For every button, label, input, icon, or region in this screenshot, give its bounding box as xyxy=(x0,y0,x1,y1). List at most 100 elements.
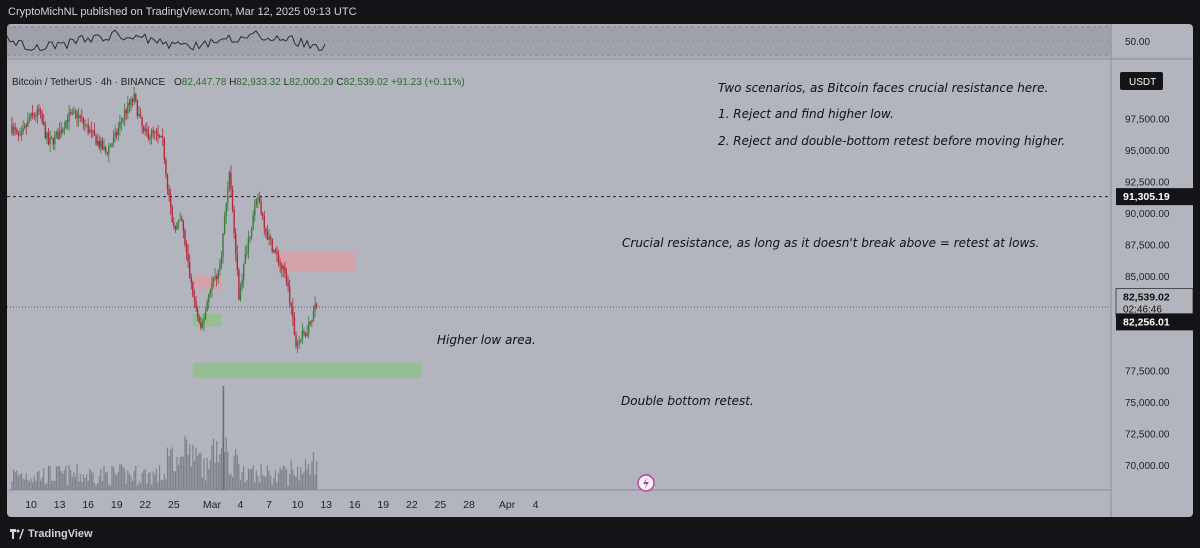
candle-body xyxy=(292,306,294,319)
legend-symbol: Bitcoin / TetherUS · 4h · BINANCE xyxy=(12,77,166,88)
volume-bar xyxy=(282,465,284,490)
volume-bar xyxy=(287,485,289,490)
volume-bar xyxy=(24,479,26,490)
volume-bar xyxy=(12,469,15,490)
volume-bar xyxy=(30,478,32,490)
volume-bar xyxy=(212,438,215,490)
resistance-note: Crucial resistance, as long as it doesn'… xyxy=(622,236,1039,250)
volume-bar xyxy=(143,470,145,490)
volume-bar xyxy=(230,473,232,490)
candle-body xyxy=(150,130,153,137)
candle-body xyxy=(303,331,305,333)
volume-bar xyxy=(52,480,54,490)
legend-c-label: C xyxy=(336,77,343,88)
candle-body xyxy=(123,109,126,119)
volume-bar xyxy=(195,447,197,490)
candle-body xyxy=(182,221,185,231)
volume-bar xyxy=(217,462,219,490)
volume-bar xyxy=(247,468,250,490)
candle-body xyxy=(239,288,242,300)
candle-body xyxy=(160,135,162,138)
volume-bar xyxy=(165,479,167,490)
candle-body xyxy=(258,197,261,203)
candle-body xyxy=(235,233,237,254)
candle-body xyxy=(163,137,166,160)
volume-bar xyxy=(181,455,183,490)
oscillator-level-label: 50.00 xyxy=(1125,37,1150,48)
candlestick-chart[interactable]: Bitcoin / TetherUS · 4h · BINANCE O82,44… xyxy=(7,24,1193,517)
candle-body xyxy=(181,218,183,222)
candle-body xyxy=(162,135,164,138)
candle-body xyxy=(176,222,178,230)
volume-spike xyxy=(222,386,225,490)
candle-body xyxy=(301,331,304,340)
candle-body xyxy=(28,117,31,120)
volume-bar xyxy=(82,474,84,490)
zones-layer xyxy=(192,252,422,378)
candle-body xyxy=(284,266,286,273)
volume-bar xyxy=(116,475,118,490)
candle-body xyxy=(227,187,229,203)
volume-bar xyxy=(225,437,227,490)
volume-bar xyxy=(122,466,124,490)
resistance-zone[interactable] xyxy=(278,252,355,271)
resistance-zone[interactable] xyxy=(192,276,222,290)
volume-bar xyxy=(51,480,53,490)
volume-bar xyxy=(255,470,257,490)
support-zone[interactable] xyxy=(192,362,422,378)
support-zone[interactable] xyxy=(192,313,222,327)
volume-bar xyxy=(44,484,46,490)
currency-badge[interactable] xyxy=(1120,72,1163,90)
candle-body xyxy=(43,121,45,125)
price-tick-label: 95,000.00 xyxy=(1125,146,1170,157)
candle-body xyxy=(204,311,207,320)
candle-body xyxy=(128,103,131,106)
oscillator-line xyxy=(7,29,326,52)
candle-body xyxy=(230,172,232,190)
volume-bar xyxy=(66,485,69,490)
candle-body xyxy=(79,115,81,118)
time-tick-label: 22 xyxy=(406,499,418,511)
svg-text:82,256.01: 82,256.01 xyxy=(1123,316,1170,328)
candle-body xyxy=(281,265,283,269)
candle-body xyxy=(268,236,270,240)
candle-body xyxy=(185,244,188,253)
volume-bar xyxy=(274,470,276,490)
candle-body xyxy=(49,137,51,145)
candle-body xyxy=(120,121,123,123)
candle-body xyxy=(247,237,250,253)
volume-bar xyxy=(176,456,178,490)
chart-panel[interactable]: Bitcoin / TetherUS · 4h · BINANCE O82,44… xyxy=(7,24,1193,517)
candle-body xyxy=(255,199,258,205)
legend-change: +91.23 (+0.11%) xyxy=(391,77,465,88)
legend-low: 82,000.29 xyxy=(289,77,334,88)
candle-body xyxy=(119,122,121,129)
candle-body xyxy=(36,108,39,117)
level-price-label: 91,305.19 xyxy=(1116,188,1193,206)
double-bottom-note: Double bottom retest. xyxy=(621,394,754,408)
candle-body xyxy=(306,333,308,337)
volume-bar xyxy=(201,477,203,490)
volume-bar xyxy=(71,477,73,490)
candle-body xyxy=(206,301,208,312)
candle-body xyxy=(266,232,269,240)
time-tick-label: Apr xyxy=(499,499,516,511)
volume-bar xyxy=(139,483,142,490)
volume-bar xyxy=(193,460,196,490)
candle-body xyxy=(228,172,231,188)
volume-bar xyxy=(301,474,303,490)
candle-body xyxy=(149,136,151,139)
volume-bar xyxy=(85,474,88,490)
volume-bar xyxy=(303,471,305,490)
candle-body xyxy=(46,132,48,139)
candle-body xyxy=(158,135,161,138)
volume-bar xyxy=(57,465,59,490)
volume-bar xyxy=(120,464,123,490)
volume-bar xyxy=(87,480,89,490)
lightning-icon[interactable] xyxy=(637,474,655,492)
candle-body xyxy=(215,276,218,279)
volume-bar xyxy=(316,461,318,490)
volume-bar xyxy=(206,457,208,490)
time-tick-label: 13 xyxy=(320,499,332,511)
volume-bar xyxy=(32,482,34,490)
